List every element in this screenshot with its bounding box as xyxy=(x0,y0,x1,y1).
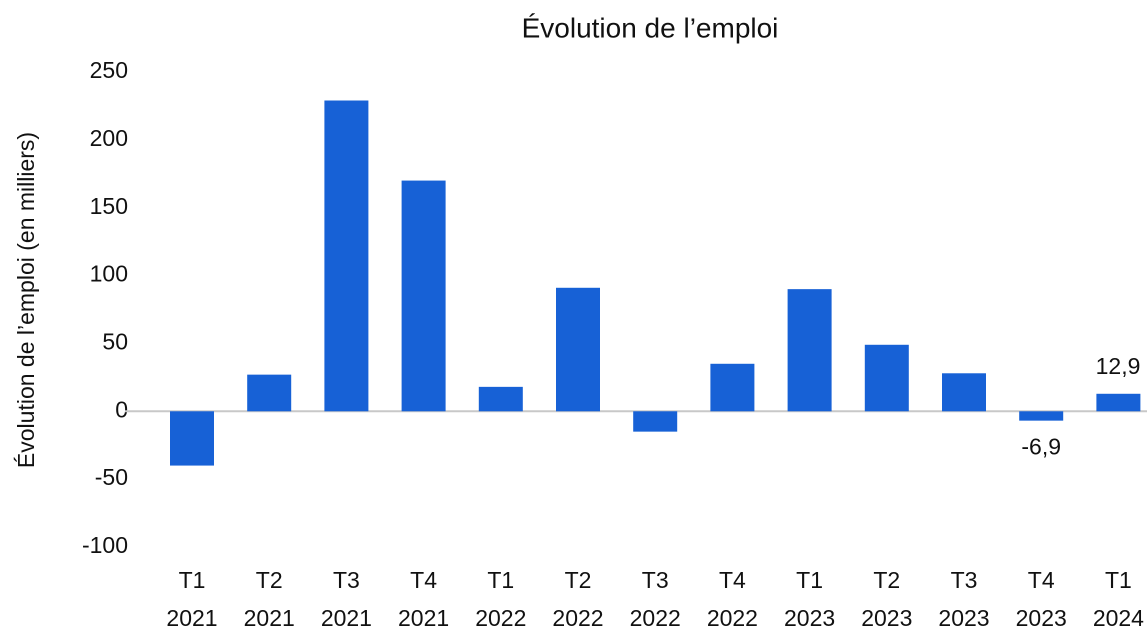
bar xyxy=(787,289,832,412)
bar xyxy=(633,411,678,432)
x-tick-label: 2024 xyxy=(1093,605,1144,631)
bar xyxy=(324,100,369,412)
y-tick-label: 250 xyxy=(90,57,128,83)
x-tick-label: T2 xyxy=(256,567,283,593)
x-tick-label: T4 xyxy=(1028,567,1055,593)
x-tick-label: 2023 xyxy=(1016,605,1067,631)
x-tick-label: T1 xyxy=(179,567,206,593)
value-label: -6,9 xyxy=(1021,434,1061,460)
x-tick-label: T4 xyxy=(719,567,746,593)
y-axis-label: Évolution de l’emploi (en milliers) xyxy=(13,132,39,468)
bar xyxy=(942,373,986,412)
bar xyxy=(1096,393,1141,412)
bar xyxy=(247,374,292,412)
bar xyxy=(864,344,909,412)
x-tick-label: 2021 xyxy=(244,605,295,631)
y-tick-label: 100 xyxy=(90,261,128,287)
bar xyxy=(478,386,523,412)
chart-title: Évolution de l’emploi xyxy=(522,12,779,43)
y-tick-label: -50 xyxy=(95,464,128,490)
y-tick-label: 0 xyxy=(115,396,128,422)
x-tick-label: 2022 xyxy=(630,605,681,631)
x-tick-label: T3 xyxy=(642,567,669,593)
x-tick-label: T1 xyxy=(1105,567,1132,593)
y-tick-label: 150 xyxy=(90,193,128,219)
x-tick-label: T1 xyxy=(796,567,823,593)
value-label: 12,9 xyxy=(1096,353,1141,379)
x-tick-label: 2023 xyxy=(784,605,835,631)
y-tick-label: 50 xyxy=(102,329,128,355)
x-tick-label: 2021 xyxy=(398,605,449,631)
x-tick-label: 2023 xyxy=(938,605,989,631)
y-tick-label: -100 xyxy=(82,532,128,558)
y-tick-label: 200 xyxy=(90,125,128,151)
x-tick-label: 2023 xyxy=(861,605,912,631)
bar xyxy=(1019,411,1064,421)
x-tick-label: T3 xyxy=(333,567,360,593)
bar xyxy=(170,411,214,466)
bar xyxy=(556,287,600,412)
x-tick-label: T2 xyxy=(873,567,900,593)
x-tick-label: 2022 xyxy=(707,605,758,631)
x-tick-label: T3 xyxy=(951,567,978,593)
bar xyxy=(710,363,755,412)
x-tick-label: T1 xyxy=(487,567,514,593)
x-tick-label: T4 xyxy=(410,567,437,593)
x-tick-label: 2022 xyxy=(475,605,526,631)
x-tick-label: 2021 xyxy=(321,605,372,631)
x-tick-label: T2 xyxy=(565,567,592,593)
x-tick-label: 2021 xyxy=(166,605,217,631)
x-tick-label: 2022 xyxy=(552,605,603,631)
bar xyxy=(401,180,446,412)
